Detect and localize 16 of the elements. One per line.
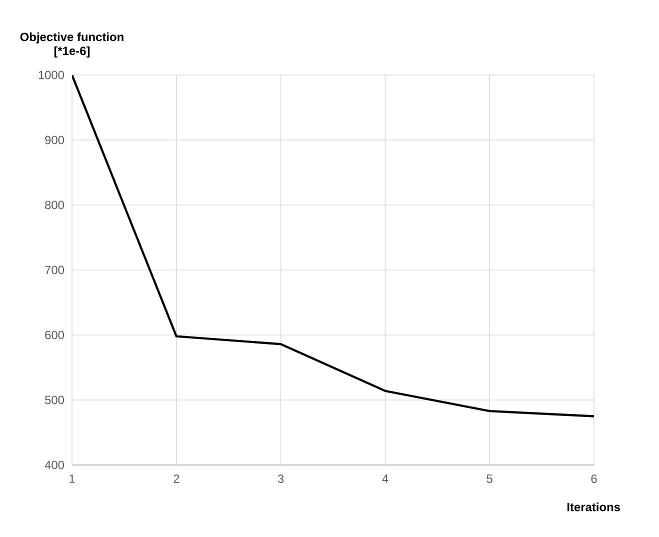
x-tick-label: 1	[70, 474, 75, 483]
x-tick-label: 2	[174, 474, 180, 483]
y-tick-label: 600	[45, 330, 64, 340]
x-tick-label: 3	[278, 474, 284, 483]
x-tick-label: 6	[591, 474, 597, 483]
y-tick-label: 700	[45, 266, 64, 274]
line-series	[72, 74, 594, 418]
y-tick-label: 400	[44, 460, 64, 470]
x-tick-label: 4	[382, 474, 388, 483]
y-axis-title: Objective function [*1e-6]	[20, 32, 124, 58]
y-tick-label: 800	[45, 200, 64, 210]
x-axis-title: Iterations	[567, 502, 620, 512]
y-tick-label: 1000	[38, 70, 64, 80]
y-tick-label: 900	[45, 136, 64, 144]
x-tick-label: 5	[486, 474, 492, 483]
y-tick-label: 500	[45, 396, 64, 404]
